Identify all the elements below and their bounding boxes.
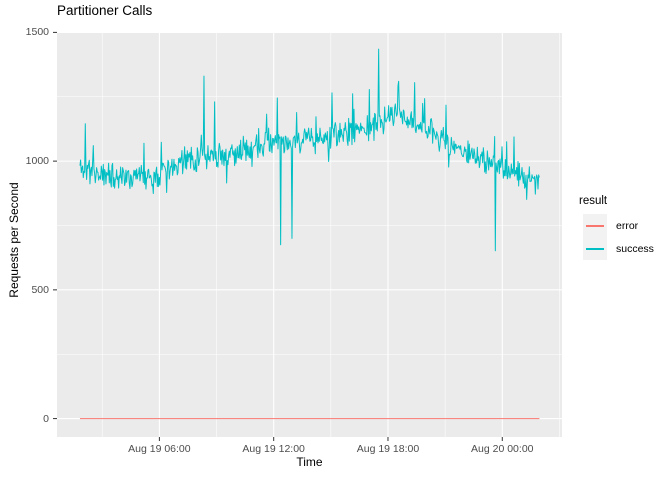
y-tick-label: 0: [43, 412, 49, 425]
x-tick-label: Aug 19 18:00: [356, 443, 420, 455]
legend-key-error: [583, 214, 607, 237]
y-tick-label: 500: [31, 283, 49, 296]
y-tick-label: 1000: [25, 155, 49, 168]
y-tick-label: 1500: [25, 26, 49, 39]
legend-entry-success: success: [579, 237, 654, 260]
x-tick-label: Aug 20 00:00: [471, 443, 534, 455]
x-axis-title: Time: [296, 455, 323, 469]
chart-title: Partitioner Calls: [57, 3, 153, 18]
legend-key-success: [583, 237, 607, 260]
y-axis-title: Requests per Second: [7, 182, 21, 298]
x-tick-label: Aug 19 12:00: [242, 443, 305, 455]
legend-label-error: error: [616, 219, 639, 232]
error-line-swatch-icon: [586, 224, 604, 227]
success-line-swatch-icon: [586, 247, 604, 250]
legend-entry-error: error: [579, 214, 654, 237]
x-tick-label: Aug 19 06:00: [128, 443, 191, 455]
legend-label-success: success: [616, 242, 654, 255]
legend-title: result: [579, 195, 608, 207]
legend: result error success: [579, 195, 654, 260]
